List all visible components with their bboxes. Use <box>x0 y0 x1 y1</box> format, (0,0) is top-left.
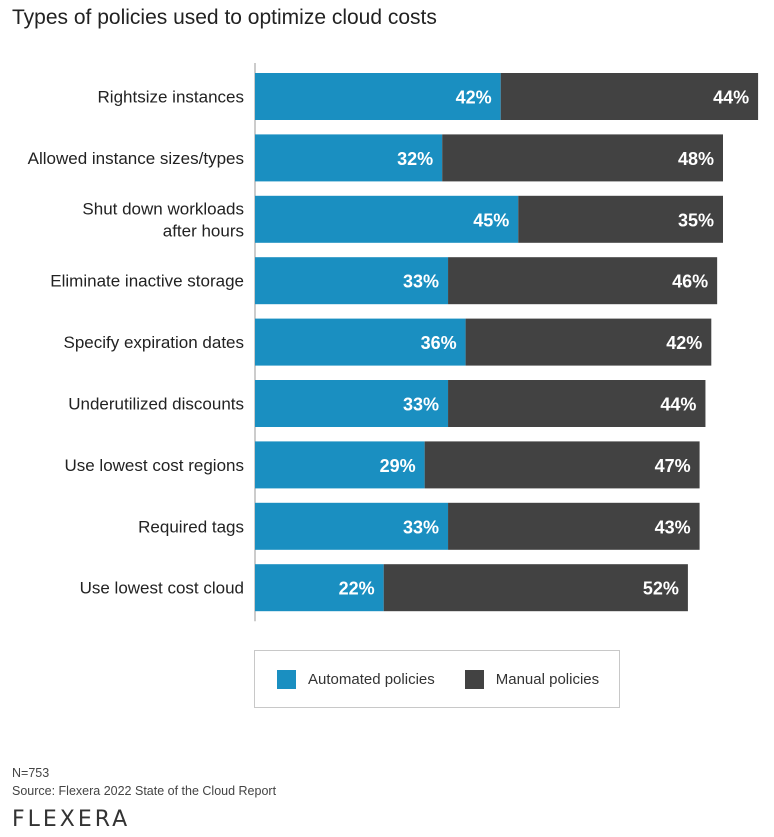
category-label: Use lowest cost cloud <box>80 579 244 598</box>
bar-manual <box>448 380 706 427</box>
legend-swatch-manual <box>464 669 484 689</box>
stacked-bar-chart: 42% 44% Rightsize instances 32% 48% Allowed i… <box>28 63 759 622</box>
category-label: Use lowest cost regions <box>64 456 244 475</box>
data-label-manual: 44% <box>660 395 696 415</box>
bar-automated <box>255 257 449 305</box>
bar-automated <box>255 195 519 243</box>
data-label-manual: 52% <box>643 579 679 599</box>
category-label: Shut down workloads <box>82 199 244 218</box>
data-label-automated: 33% <box>403 517 439 537</box>
data-label-automated: 33% <box>403 395 439 415</box>
data-label-automated: 32% <box>397 149 433 169</box>
bar-automated <box>255 73 501 120</box>
bar-manual <box>500 73 759 120</box>
category-label: Specify expiration dates <box>64 333 245 352</box>
sample-size-note: N=753 <box>12 766 50 780</box>
category-label: after hours <box>163 221 244 240</box>
data-label-manual: 44% <box>713 88 749 108</box>
legend-swatch-automated <box>277 669 296 689</box>
bar-manual <box>518 195 723 243</box>
category-label: Required tags <box>138 517 244 536</box>
legend-item-automated: Automated policies <box>277 669 435 689</box>
flexera-logo: FLEXERA <box>12 807 131 832</box>
bar-automated <box>255 441 425 489</box>
data-label-manual: 47% <box>655 456 691 476</box>
bar-automated <box>255 502 449 550</box>
bar-manual <box>424 441 700 489</box>
bar-automated <box>255 564 384 612</box>
data-label-manual: 35% <box>678 210 714 230</box>
data-label-automated: 36% <box>421 333 457 353</box>
data-label-automated: 22% <box>339 579 375 599</box>
data-label-automated: 33% <box>403 272 439 292</box>
bar-manual <box>448 257 718 305</box>
chart-title: Types of policies used to optimize cloud… <box>12 6 437 29</box>
legend-item-manual: Manual policies <box>464 669 600 689</box>
data-label-manual: 46% <box>672 272 708 292</box>
data-label-automated: 45% <box>473 210 509 230</box>
bar-automated <box>255 134 443 182</box>
category-label: Eliminate inactive storage <box>50 272 244 291</box>
legend: Automated policies Manual policies <box>254 650 620 708</box>
data-label-automated: 42% <box>456 88 492 108</box>
data-label-manual: 42% <box>666 333 702 353</box>
data-label-automated: 29% <box>380 456 416 476</box>
bar-manual <box>448 502 700 550</box>
bar-automated <box>255 318 466 366</box>
legend-label-automated: Automated policies <box>308 670 435 688</box>
data-label-manual: 48% <box>678 149 714 169</box>
category-label: Rightsize instances <box>98 88 244 107</box>
data-label-manual: 43% <box>655 517 691 537</box>
category-label: Allowed instance sizes/types <box>28 149 244 168</box>
bar-manual <box>465 318 712 366</box>
bar-manual <box>442 134 723 182</box>
bar-automated <box>255 380 449 427</box>
bar-manual <box>383 564 688 612</box>
source-note: Source: Flexera 2022 State of the Cloud … <box>12 784 277 798</box>
category-label: Underutilized discounts <box>68 395 244 414</box>
legend-label-manual: Manual policies <box>495 670 600 688</box>
